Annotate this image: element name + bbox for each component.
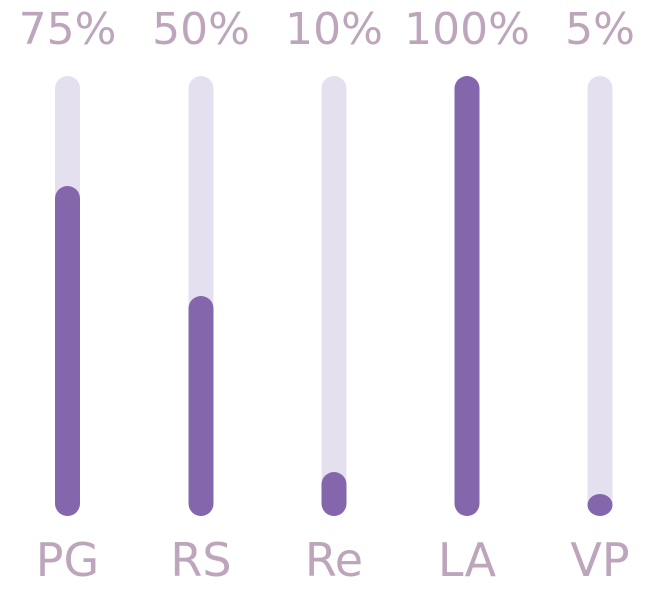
bar-fills <box>55 76 613 516</box>
bar-la <box>454 76 480 516</box>
category-label-vp: VP <box>570 533 629 587</box>
value-labels: 75% 50% 10% 100% 5% <box>19 4 635 55</box>
category-label-re: Re <box>305 533 363 587</box>
value-label-re: 10% <box>285 4 383 55</box>
bar-track-re <box>321 76 347 516</box>
category-label-pg: PG <box>36 533 99 587</box>
bar-track-vp <box>587 76 613 516</box>
category-label-rs: RS <box>170 533 231 587</box>
value-label-vp: 5% <box>565 4 635 55</box>
category-label-la: LA <box>438 533 497 587</box>
bar-vp <box>587 494 613 516</box>
value-label-pg: 75% <box>19 4 117 55</box>
value-label-la: 100% <box>404 4 530 55</box>
bar-pg <box>55 186 80 516</box>
value-label-rs: 50% <box>152 4 250 55</box>
bar-rs <box>188 296 214 516</box>
bar-re <box>321 472 347 516</box>
category-labels: PG RS Re LA VP <box>36 533 630 587</box>
bar-tracks <box>55 76 613 516</box>
